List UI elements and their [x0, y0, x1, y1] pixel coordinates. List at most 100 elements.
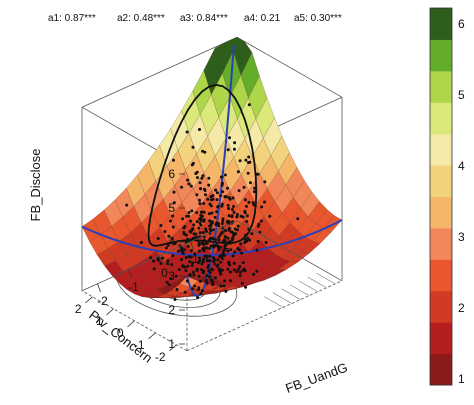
data-point — [216, 205, 220, 208]
data-point — [226, 249, 230, 253]
y-axis-tick-label: 1 — [192, 252, 199, 266]
data-point — [207, 212, 211, 216]
data-point — [232, 268, 236, 272]
floor-hatch — [264, 296, 284, 308]
data-point — [233, 147, 236, 151]
data-point — [156, 237, 160, 240]
data-point — [184, 269, 188, 273]
data-point — [195, 193, 199, 197]
data-point — [223, 246, 227, 250]
coefficient-a3: a3: 0.84*** — [180, 13, 228, 24]
data-points — [125, 103, 300, 301]
data-point — [166, 243, 170, 247]
data-point — [191, 270, 195, 274]
data-point — [125, 203, 129, 207]
data-point — [186, 245, 190, 248]
data-point — [220, 175, 224, 179]
data-point — [205, 229, 208, 233]
colorbar-tick-label: 2 — [458, 301, 465, 315]
data-point — [197, 226, 201, 230]
data-point — [211, 244, 215, 248]
data-point — [208, 247, 211, 250]
data-point — [248, 238, 252, 242]
data-point — [208, 259, 212, 263]
data-point — [211, 236, 214, 240]
data-point — [193, 236, 197, 240]
floor-hatch — [272, 292, 292, 304]
y-axis-tick — [221, 227, 225, 236]
data-point — [226, 186, 229, 190]
data-point — [161, 256, 165, 260]
data-point — [215, 198, 219, 202]
data-point — [220, 222, 224, 225]
floor-hatch — [307, 276, 327, 289]
data-point — [176, 249, 180, 253]
data-point — [207, 183, 211, 187]
data-point — [187, 211, 191, 214]
data-point — [187, 214, 191, 218]
data-point — [227, 220, 231, 223]
data-point — [238, 265, 242, 268]
data-point — [247, 103, 251, 107]
colorbar-swatch — [430, 133, 452, 166]
data-point — [224, 289, 228, 293]
data-point — [184, 256, 188, 259]
data-point — [202, 257, 205, 261]
data-point — [189, 219, 193, 223]
y-axis-tick-label: -1 — [128, 280, 139, 294]
data-point — [231, 254, 235, 258]
data-point — [207, 269, 211, 273]
data-point — [211, 283, 215, 287]
data-point — [230, 208, 234, 211]
data-point — [209, 229, 213, 233]
data-point — [226, 241, 230, 245]
data-point — [244, 285, 248, 289]
data-point — [219, 245, 223, 249]
data-point — [199, 292, 203, 296]
data-point — [183, 265, 187, 269]
data-point — [185, 130, 189, 134]
data-point — [198, 202, 202, 206]
floor-hatch — [298, 280, 318, 292]
data-point — [204, 193, 207, 197]
data-point — [195, 211, 199, 215]
data-point — [238, 274, 242, 278]
data-point — [208, 219, 212, 223]
data-point — [198, 231, 202, 235]
data-point — [296, 217, 300, 221]
data-point — [152, 267, 156, 271]
data-point — [188, 230, 192, 233]
data-point — [205, 255, 208, 259]
data-point — [220, 268, 224, 272]
data-point — [247, 200, 251, 204]
colorbar-swatch — [430, 196, 452, 229]
data-point — [241, 215, 245, 219]
data-point — [242, 185, 246, 189]
data-point — [222, 284, 226, 288]
coefficient-a4: a4: 0.21 — [244, 13, 281, 24]
data-point — [166, 262, 170, 266]
colorbar-tick-label: 3 — [458, 230, 465, 244]
data-point — [234, 232, 238, 236]
data-point — [192, 223, 196, 227]
congruence-line — [186, 44, 235, 297]
data-point — [205, 274, 209, 278]
data-point — [255, 269, 259, 273]
x-axis-label: Prv_Concern — [86, 307, 155, 366]
data-point — [220, 231, 224, 235]
data-point — [201, 240, 205, 244]
data-point — [197, 274, 201, 278]
data-point — [238, 159, 242, 163]
x-axis-tick — [106, 308, 114, 316]
colorbar-swatch — [430, 165, 452, 197]
data-point — [221, 190, 225, 194]
data-point — [251, 201, 255, 205]
data-point — [219, 284, 223, 288]
data-point — [195, 220, 199, 224]
data-point — [139, 241, 143, 244]
data-point — [202, 210, 206, 214]
colorbar-frame — [429, 7, 453, 386]
y-axis-tick-label: 2 — [223, 238, 230, 252]
coefficient-a2: a2: 0.48*** — [117, 13, 165, 24]
